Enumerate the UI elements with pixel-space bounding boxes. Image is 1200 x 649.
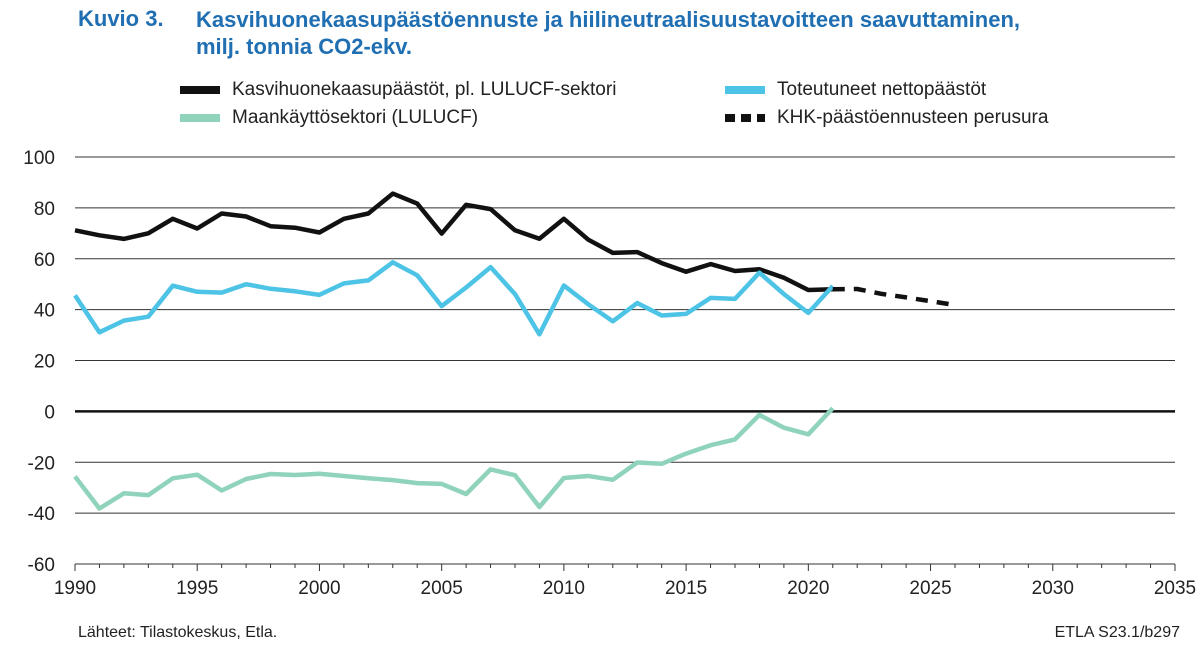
chart-title: Kasvihuonekaasupäästöennuste ja hiilineu… <box>196 6 1156 60</box>
y-tick-label: 80 <box>34 199 55 220</box>
legend-swatch-forecast <box>725 114 765 122</box>
x-tick-label: 2035 <box>1154 578 1196 599</box>
y-tick-label: 60 <box>34 250 55 271</box>
x-tick-label: 1990 <box>54 578 96 599</box>
x-tick-label: 2005 <box>421 578 463 599</box>
source-note: Lähteet: Tilastokeskus, Etla. <box>78 624 278 641</box>
legend-label-net: Toteutuneet nettopäästöt <box>777 79 987 100</box>
legend-label-forecast: KHK-päästöennusteen perusura <box>777 107 1049 128</box>
x-tick-label: 2015 <box>665 578 707 599</box>
x-tick-label: 2000 <box>298 578 340 599</box>
y-tick-label: 40 <box>34 301 55 322</box>
x-tick-label: 2020 <box>787 578 829 599</box>
figure-code: ETLA S23.1/b297 <box>1054 624 1180 641</box>
legend-swatch-lulucf <box>180 114 220 122</box>
legend-swatch-net <box>725 86 765 94</box>
y-tick-label: -60 <box>28 555 55 576</box>
y-tick-label: -40 <box>28 504 55 525</box>
y-tick-label: 0 <box>44 402 55 423</box>
y-tick-label: 20 <box>34 352 55 373</box>
series-line-1 <box>73 260 835 337</box>
legend-label-lulucf: Maankäyttösektori (LULUCF) <box>232 107 479 128</box>
x-tick-label: 1995 <box>176 578 218 599</box>
chart-title-line-1: Kasvihuonekaasupäästöennuste ja hiilineu… <box>196 7 1021 32</box>
series-line-3 <box>832 286 956 308</box>
chart-legend: Kasvihuonekaasupäästöt, pl. LULUCF-sekto… <box>180 78 1180 132</box>
y-tick-label: -20 <box>28 453 55 474</box>
x-tick-label: 2010 <box>543 578 585 599</box>
figure-label: Kuvio 3. <box>78 6 164 31</box>
x-tick-label: 2025 <box>909 578 951 599</box>
legend-label-emissions: Kasvihuonekaasupäästöt, pl. LULUCF-sekto… <box>232 79 617 100</box>
chart-title-block: Kuvio 3. Kasvihuonekaasupäästöennuste ja… <box>78 6 1188 66</box>
x-tick-label: 2030 <box>1032 578 1074 599</box>
series-line-0 <box>74 191 833 293</box>
legend-swatch-emissions <box>180 86 220 94</box>
y-axis-tick-labels: 100 80 60 40 20 0 -20 -40 -60 <box>23 148 55 576</box>
chart-title-line-2: milj. tonnia CO2-ekv. <box>196 34 412 59</box>
series-line-2 <box>73 406 835 511</box>
x-axis-tick-labels: 1990 1995 2000 2005 2010 2015 2020 2025 2030 2035 <box>54 564 1196 599</box>
series-lines <box>73 191 956 511</box>
gridlines <box>75 156 1175 565</box>
y-tick-label: 100 <box>23 148 55 169</box>
